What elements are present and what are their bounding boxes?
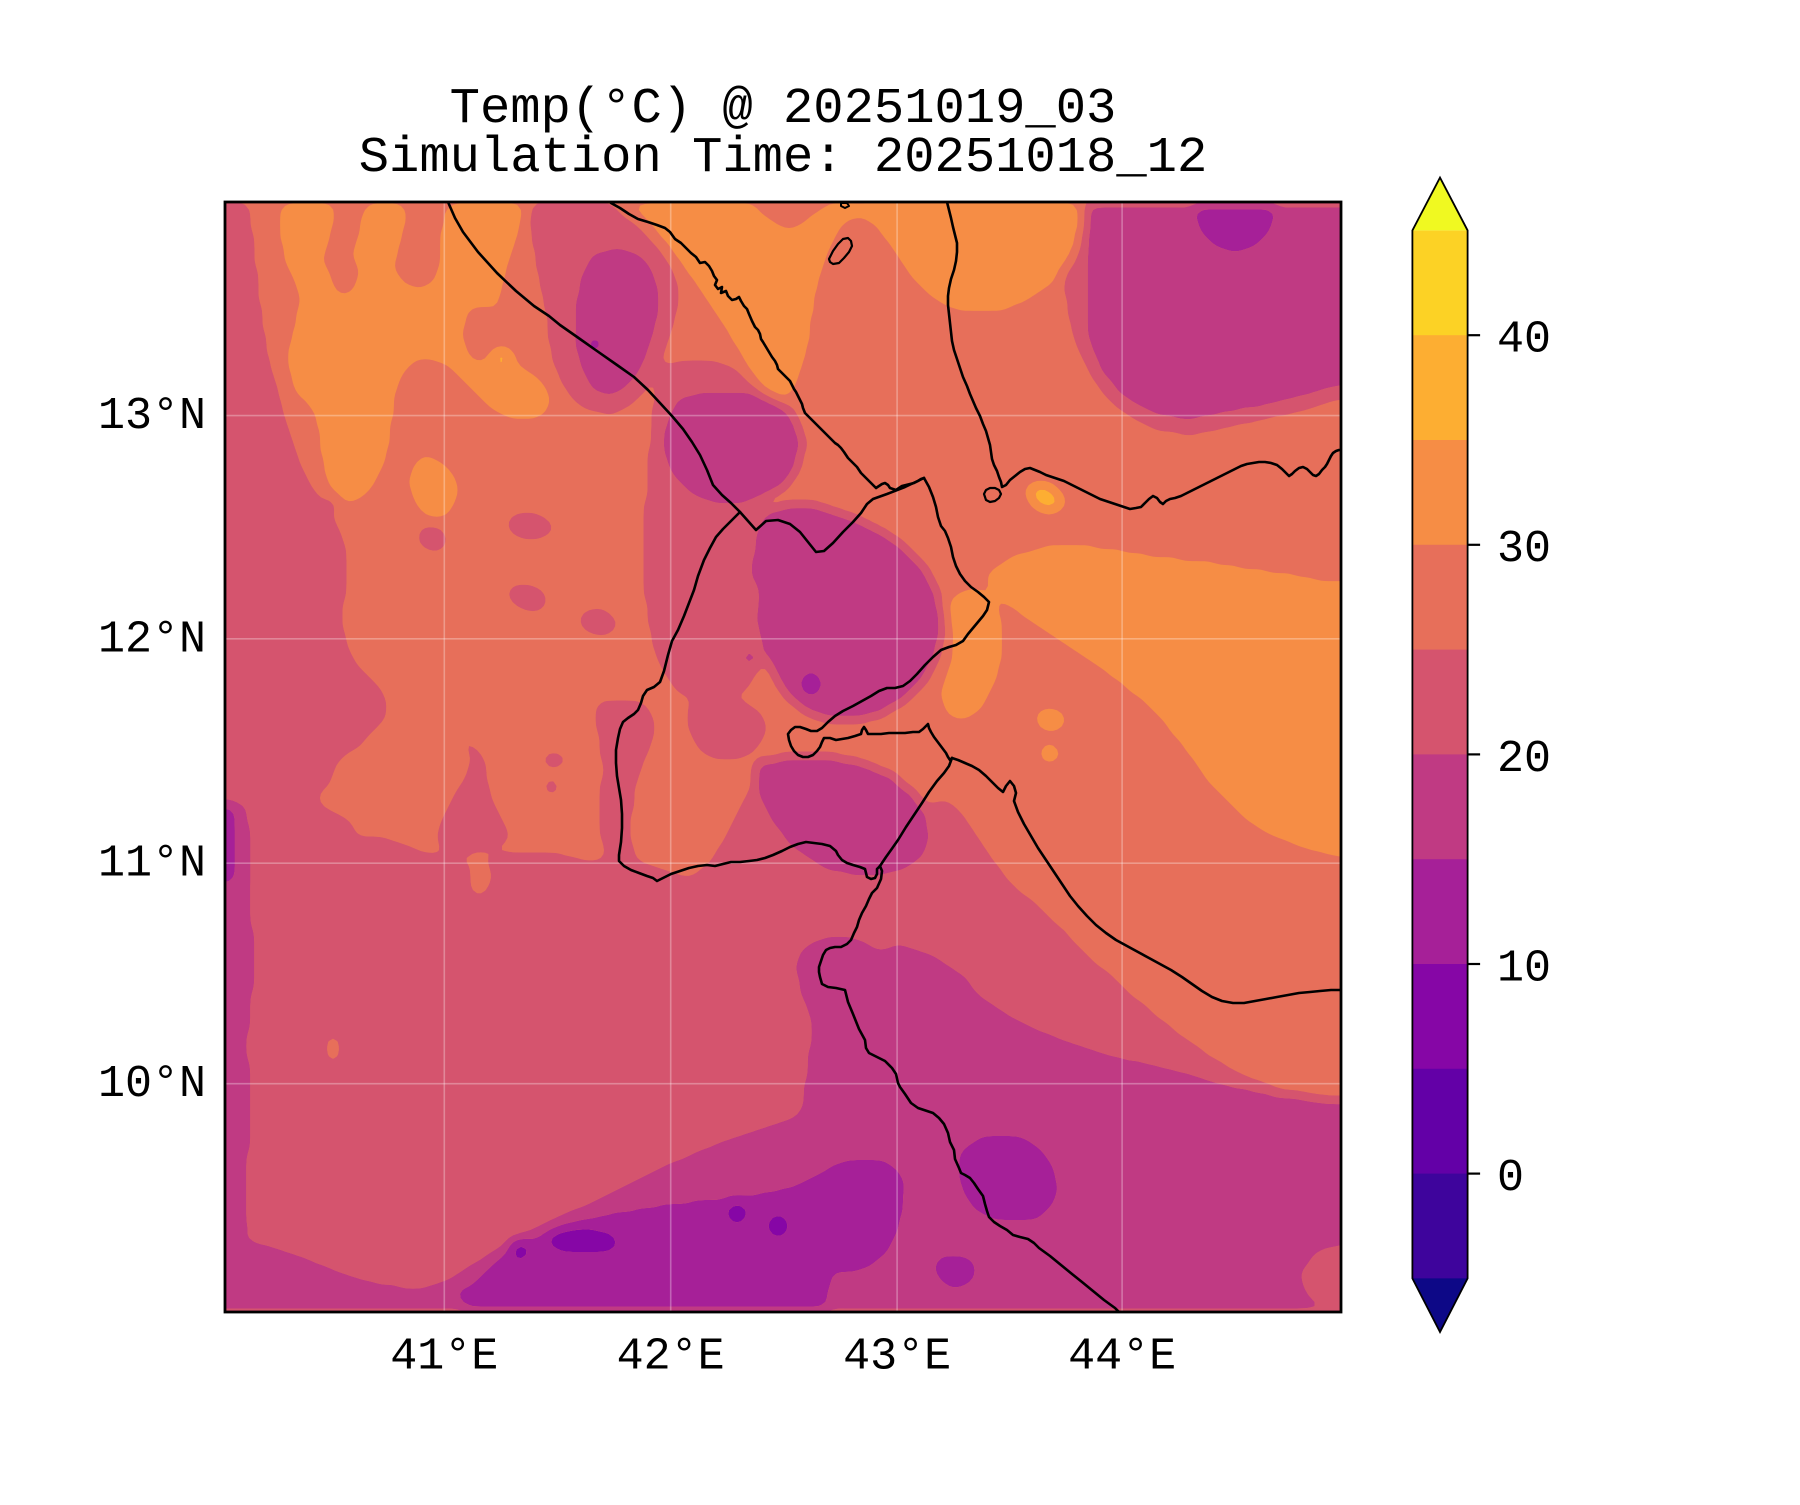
svg-text:0: 0 (1497, 1153, 1524, 1204)
svg-text:12°N: 12°N (98, 614, 206, 665)
svg-text:Simulation Time: 20251018_12: Simulation Time: 20251018_12 (359, 130, 1208, 187)
svg-text:10°N: 10°N (98, 1059, 206, 1110)
svg-text:11°N: 11°N (98, 839, 206, 890)
svg-text:20: 20 (1497, 734, 1551, 785)
svg-text:10: 10 (1497, 943, 1551, 994)
svg-text:Temp(°C) @ 20251019_03: Temp(°C) @ 20251019_03 (450, 81, 1117, 138)
svg-text:44°E: 44°E (1068, 1332, 1176, 1383)
svg-text:40: 40 (1497, 315, 1551, 366)
svg-text:42°E: 42°E (617, 1332, 725, 1383)
svg-text:43°E: 43°E (843, 1332, 951, 1383)
svg-text:13°N: 13°N (98, 391, 206, 442)
svg-text:41°E: 41°E (390, 1332, 498, 1383)
svg-text:30: 30 (1497, 524, 1551, 575)
